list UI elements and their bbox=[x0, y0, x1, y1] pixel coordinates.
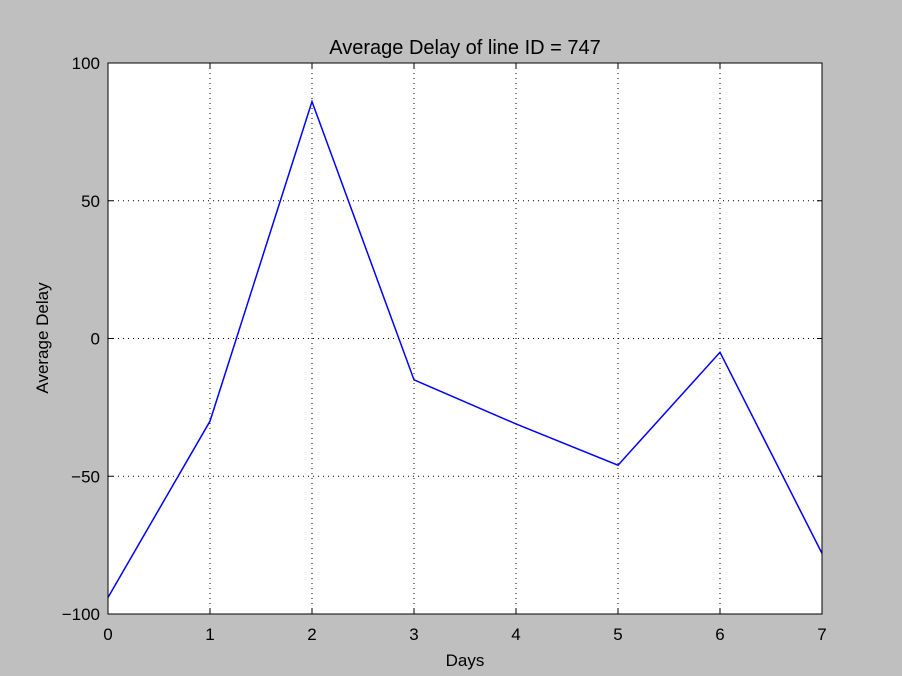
x-tick-label: 1 bbox=[205, 625, 214, 644]
x-tick-label: 2 bbox=[307, 625, 316, 644]
x-tick-label: 4 bbox=[511, 625, 520, 644]
y-tick-label: 100 bbox=[72, 54, 100, 73]
chart-title: Average Delay of line ID = 747 bbox=[329, 37, 600, 59]
x-tick-label: 3 bbox=[409, 625, 418, 644]
plot-frame bbox=[107, 62, 823, 615]
y-tick-label: −100 bbox=[62, 605, 100, 624]
x-tick-label: 5 bbox=[613, 625, 622, 644]
x-axis-label: Days bbox=[446, 651, 485, 670]
y-axis-label: Average Delay bbox=[33, 282, 52, 394]
y-tick-labels: −100 −50 0 50 100 bbox=[62, 54, 100, 624]
x-tick-label: 0 bbox=[103, 625, 112, 644]
plot-area bbox=[108, 63, 822, 614]
x-tick-labels: 0 1 2 3 4 5 6 7 bbox=[103, 625, 826, 644]
series-group bbox=[107, 99, 823, 598]
y-tick-label: 50 bbox=[81, 192, 100, 211]
grid bbox=[108, 63, 822, 614]
series-line bbox=[107, 99, 823, 598]
y-tick-label: −50 bbox=[71, 467, 100, 486]
x-tick-label: 7 bbox=[817, 625, 826, 644]
x-tick-label: 6 bbox=[715, 625, 724, 644]
y-tick-label: 0 bbox=[91, 330, 100, 349]
